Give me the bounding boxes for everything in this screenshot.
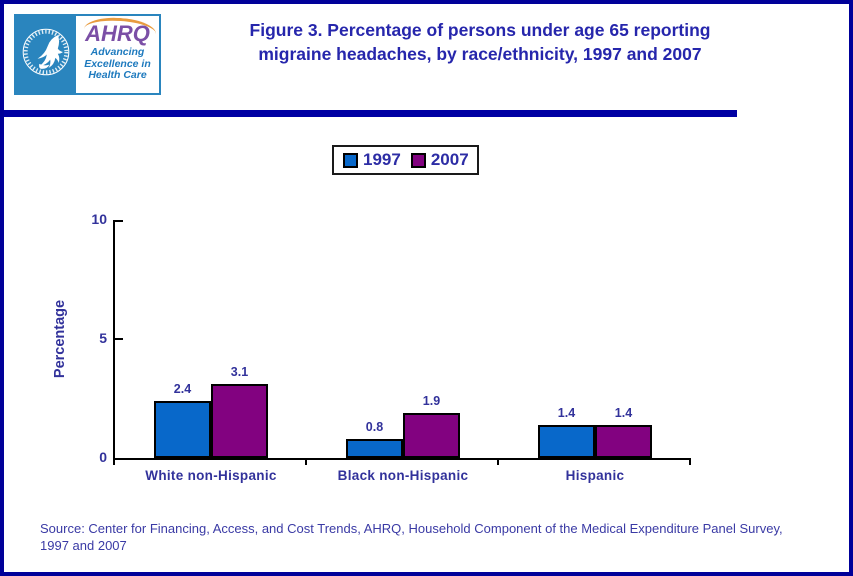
bar-value-label: 3.1 bbox=[230, 365, 249, 380]
x-tick-mark-2 bbox=[497, 458, 499, 465]
source-note: Source: Center for Financing, Access, an… bbox=[40, 520, 820, 554]
bar-value-label: 1.9 bbox=[422, 393, 441, 408]
legend-swatch-2007 bbox=[410, 152, 426, 168]
y-tick-label-10: 10 bbox=[91, 211, 107, 227]
y-tick-label-5: 5 bbox=[99, 330, 107, 346]
x-tick-mark-1 bbox=[305, 458, 307, 465]
y-tick-label-0: 0 bbox=[99, 449, 107, 465]
bar-1997-white-non-hispanic bbox=[154, 400, 211, 458]
legend-label-2007: 2007 bbox=[430, 150, 469, 169]
y-tick-mark-10 bbox=[115, 220, 123, 222]
legend-label-1997: 1997 bbox=[363, 150, 401, 169]
ahrq-tagline-line2: Excellence in bbox=[84, 57, 151, 70]
plot-area: Percentage 0 5 10 White non-Hispanic Black n… bbox=[52, 211, 691, 483]
source-note-line2: 1997 and 2007 bbox=[40, 538, 127, 553]
ahrq-logo: AHRQ Advancing Excellence in Health Care bbox=[14, 14, 161, 95]
figure-title-line2: migraine headaches, by race/ethnicity, 1… bbox=[258, 44, 702, 64]
bar-2007-black-non-hispanic bbox=[403, 412, 460, 458]
y-tick-mark-5 bbox=[115, 338, 123, 340]
bar-value-label: 1.4 bbox=[557, 405, 576, 420]
y-axis-title-wrap: Percentage bbox=[40, 220, 80, 458]
bar-2007-hispanic bbox=[595, 424, 652, 458]
figure-title: Figure 3. Percentage of persons under ag… bbox=[170, 18, 790, 66]
category-label: Hispanic bbox=[565, 468, 625, 483]
bar-value-label: 0.8 bbox=[365, 419, 384, 434]
y-axis-title: Percentage bbox=[52, 299, 68, 379]
bar-1997-black-non-hispanic bbox=[346, 438, 403, 458]
ahrq-wordmark: AHRQ bbox=[85, 21, 150, 46]
ahrq-tagline-line1: Advancing bbox=[90, 46, 145, 58]
bar-value-label: 2.4 bbox=[173, 381, 192, 396]
legend: 1997 2007 bbox=[332, 145, 479, 175]
ahrq-tagline: Advancing Excellence in Health Care bbox=[84, 46, 151, 82]
ahrq-tagline-line3: Health Care bbox=[88, 69, 147, 81]
legend-swatch-1997 bbox=[343, 152, 358, 168]
category-label: Black non-Hispanic bbox=[337, 468, 469, 483]
category-label: White non-Hispanic bbox=[145, 468, 277, 483]
ahrq-brand: AHRQ Advancing Excellence in Health Care bbox=[76, 16, 159, 93]
bar-value-label: 1.4 bbox=[614, 405, 633, 420]
hhs-eagle-seal-icon bbox=[19, 25, 73, 84]
bar-1997-hispanic bbox=[538, 424, 595, 458]
hhs-seal-box bbox=[16, 16, 76, 93]
header-divider-bar bbox=[4, 110, 737, 117]
x-tick-mark-3 bbox=[689, 458, 691, 465]
bar-2007-white-non-hispanic bbox=[211, 384, 268, 458]
x-tick-mark-0 bbox=[113, 458, 115, 465]
source-note-line1: Source: Center for Financing, Access, an… bbox=[40, 521, 783, 536]
figure-title-line1: Figure 3. Percentage of persons under ag… bbox=[249, 20, 711, 40]
